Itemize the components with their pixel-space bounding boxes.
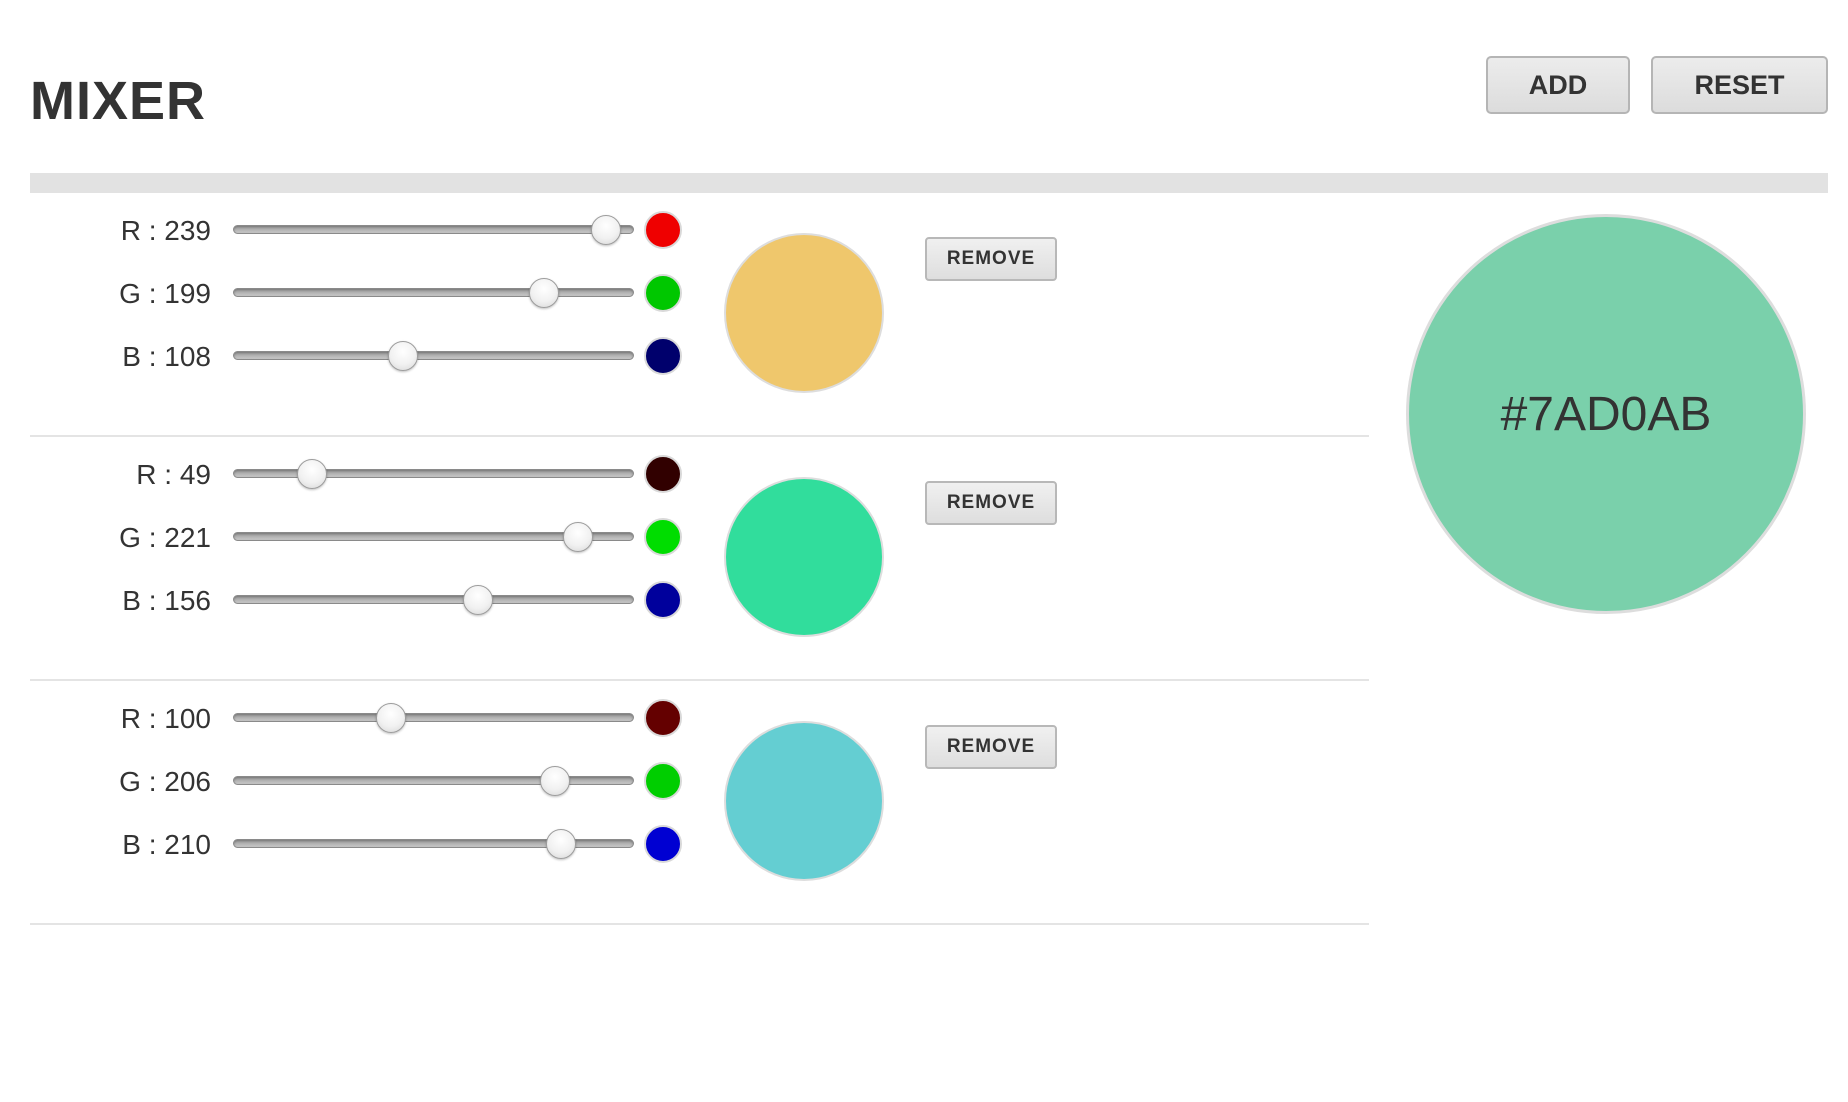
- header-divider-bar: [30, 173, 1828, 193]
- green-slider[interactable]: [233, 766, 634, 796]
- blue-channel: B : 108: [30, 337, 690, 377]
- mixer-row: R : 100 G : 206 B : 210 REMOVE: [30, 681, 1369, 925]
- page-title: MIXER: [30, 71, 207, 131]
- remove-button[interactable]: REMOVE: [925, 481, 1057, 525]
- green-value-label: G : 199: [119, 278, 211, 309]
- green-swatch-dot: [644, 762, 682, 800]
- red-swatch-dot: [644, 699, 682, 737]
- red-value-label: R : 239: [120, 215, 211, 246]
- blue-slider[interactable]: [233, 829, 634, 859]
- green-slider[interactable]: [233, 278, 634, 308]
- reset-button[interactable]: RESET: [1651, 56, 1828, 114]
- result-hex-label: #7AD0AB: [1500, 387, 1712, 441]
- green-slider[interactable]: [233, 522, 634, 552]
- red-slider-thumb[interactable]: [375, 703, 406, 733]
- blue-slider-thumb[interactable]: [546, 829, 577, 859]
- blue-channel: B : 210: [30, 825, 690, 865]
- mix-color-preview: [724, 721, 884, 881]
- green-swatch-dot: [644, 518, 682, 556]
- red-slider[interactable]: [233, 215, 634, 245]
- red-swatch-dot: [644, 211, 682, 249]
- blue-slider-thumb[interactable]: [462, 585, 493, 615]
- green-swatch-dot: [644, 274, 682, 312]
- mixer-row: R : 49 G : 221 B : 156 REMOVE: [30, 437, 1369, 681]
- green-slider-thumb[interactable]: [529, 278, 560, 308]
- blue-value-label: B : 108: [122, 341, 211, 372]
- remove-button[interactable]: REMOVE: [925, 725, 1057, 769]
- blue-swatch-dot: [644, 337, 682, 375]
- green-slider-thumb[interactable]: [540, 766, 571, 796]
- mix-color-preview: [724, 477, 884, 637]
- remove-button[interactable]: REMOVE: [925, 237, 1057, 281]
- green-channel: G : 221: [30, 518, 690, 558]
- red-channel: R : 49: [30, 455, 690, 495]
- red-value-label: R : 49: [136, 459, 211, 490]
- result-color-circle: #7AD0AB: [1406, 214, 1806, 614]
- red-slider-thumb[interactable]: [591, 215, 622, 245]
- red-slider[interactable]: [233, 703, 634, 733]
- blue-channel: B : 156: [30, 581, 690, 621]
- red-channel: R : 100: [30, 699, 690, 739]
- green-channel: G : 199: [30, 274, 690, 314]
- blue-slider[interactable]: [233, 585, 634, 615]
- blue-slider-thumb[interactable]: [388, 341, 419, 371]
- blue-swatch-dot: [644, 825, 682, 863]
- red-slider-thumb[interactable]: [296, 459, 327, 489]
- green-value-label: G : 206: [119, 766, 211, 797]
- mixer-row: R : 239 G : 199 B : 108 REMOVE: [30, 193, 1369, 437]
- red-value-label: R : 100: [120, 703, 211, 734]
- green-slider-thumb[interactable]: [563, 522, 594, 552]
- green-channel: G : 206: [30, 762, 690, 802]
- red-swatch-dot: [644, 455, 682, 493]
- blue-value-label: B : 156: [122, 585, 211, 616]
- blue-swatch-dot: [644, 581, 682, 619]
- add-button[interactable]: ADD: [1486, 56, 1630, 114]
- mixer-list: R : 239 G : 199 B : 108 REMOVE R : 49: [30, 193, 1369, 925]
- mix-color-preview: [724, 233, 884, 393]
- blue-value-label: B : 210: [122, 829, 211, 860]
- red-slider[interactable]: [233, 459, 634, 489]
- green-value-label: G : 221: [119, 522, 211, 553]
- blue-slider[interactable]: [233, 341, 634, 371]
- red-channel: R : 239: [30, 211, 690, 251]
